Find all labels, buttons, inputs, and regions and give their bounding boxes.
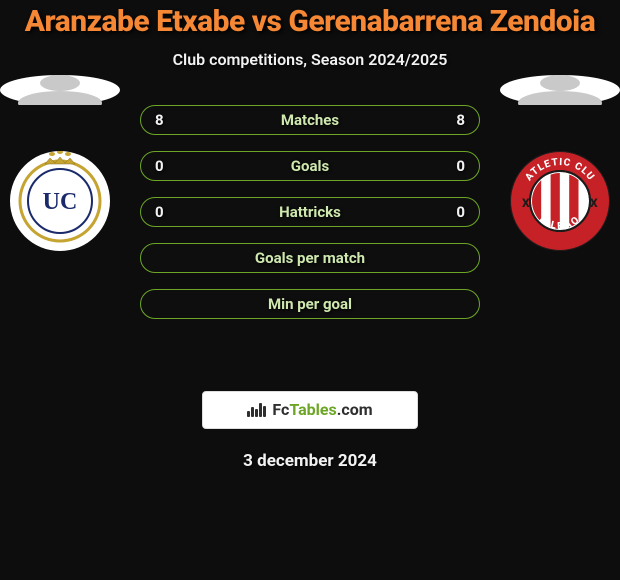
watermark-text: FcTables.com	[272, 400, 372, 419]
infographic-root: Aranzabe Etxabe vs Gerenabarrena Zendoia…	[0, 0, 620, 580]
svg-text:X: X	[522, 196, 530, 210]
date-label: 3 december 2024	[0, 451, 620, 471]
watermark-badge: FcTables.com	[202, 391, 418, 429]
silhouette-icon	[500, 75, 620, 105]
silhouette-icon	[0, 75, 120, 105]
stat-label: Matches	[141, 111, 479, 129]
stat-pill: 0Goals0	[140, 151, 480, 181]
club-left-initials: UC	[43, 189, 78, 215]
svg-text:X: X	[590, 196, 598, 210]
player-right-photo	[500, 75, 620, 105]
page-title: Aranzabe Etxabe vs Gerenabarrena Zendoia	[0, 6, 620, 38]
club-right-crest-icon: ATLETIC CLU BILBAO X X	[510, 151, 610, 251]
stat-pill: Min per goal	[140, 289, 480, 319]
stat-left-value: 8	[155, 111, 164, 129]
stat-label: Min per goal	[141, 295, 479, 313]
stat-pill: 8Matches8	[140, 105, 480, 135]
player-left-column: UC	[0, 75, 120, 251]
stat-right-value: 0	[456, 157, 465, 175]
club-left-badge: UC	[10, 151, 110, 251]
stat-label: Hattricks	[141, 203, 479, 221]
subtitle: Club competitions, Season 2024/2025	[0, 50, 620, 69]
stat-left-value: 0	[155, 157, 164, 175]
club-right-badge: ATLETIC CLU BILBAO X X	[510, 151, 610, 251]
stat-pill: Goals per match	[140, 243, 480, 273]
stat-left-value: 0	[155, 203, 164, 221]
bars-icon	[247, 403, 266, 417]
stat-label: Goals per match	[141, 249, 479, 267]
stat-pill-stack: 8Matches80Goals00Hattricks0Goals per mat…	[140, 105, 480, 319]
stat-right-value: 8	[456, 111, 465, 129]
stat-pill: 0Hattricks0	[140, 197, 480, 227]
comparison-area: UC	[0, 105, 620, 345]
stat-right-value: 0	[456, 203, 465, 221]
stat-label: Goals	[141, 157, 479, 175]
player-left-photo	[0, 75, 120, 105]
club-left-crest-icon: UC	[10, 151, 110, 251]
player-right-column: ATLETIC CLU BILBAO X X	[500, 75, 620, 251]
